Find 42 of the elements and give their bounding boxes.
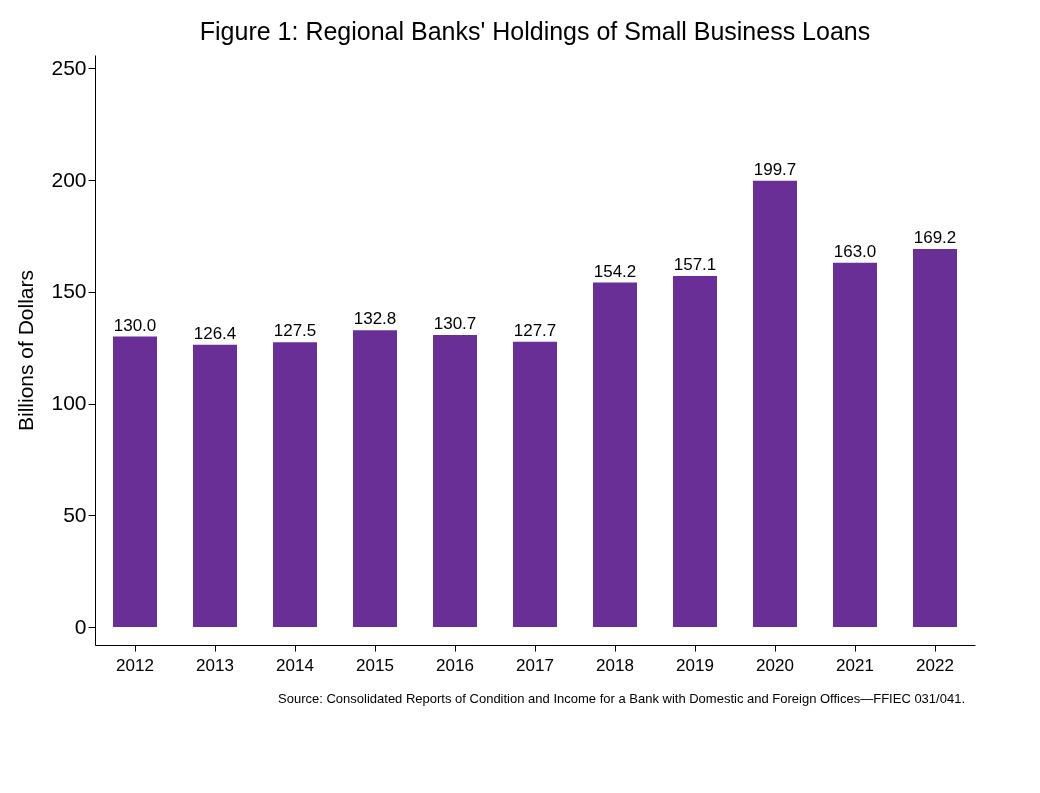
x-tick-label: 2012	[116, 655, 154, 675]
y-axis-title: Billions of Dollars	[14, 269, 38, 432]
y-tick-label: 100	[51, 391, 87, 415]
data-label: 157.1	[673, 255, 717, 275]
data-label: 163.0	[833, 241, 877, 261]
data-label: 154.2	[593, 261, 637, 281]
x-tick-label: 2018	[596, 655, 634, 675]
bar	[193, 344, 237, 628]
data-label: 130.7	[433, 314, 477, 334]
x-tick-label: 2020	[756, 655, 794, 675]
y-tick-label: 50	[63, 502, 87, 526]
bar	[113, 336, 157, 628]
data-label: 130.0	[113, 315, 157, 335]
data-label: 127.7	[513, 320, 557, 340]
bar	[273, 342, 317, 628]
x-tick-label: 2019	[676, 655, 714, 675]
data-label: 169.2	[913, 227, 957, 247]
y-tick-label: 0	[74, 614, 87, 638]
bar	[513, 341, 557, 628]
x-tick-label: 2021	[836, 655, 874, 675]
bar	[913, 248, 957, 628]
bar	[833, 262, 877, 628]
x-tick-label: 2015	[356, 655, 394, 675]
bar	[593, 282, 637, 628]
bar	[753, 180, 797, 628]
source-note: Source: Consolidated Reports of Condition and Income for a Bank with Domestic and Foreign Offices—FFIEC 031/041.	[278, 691, 965, 706]
bar	[673, 276, 717, 628]
bar	[353, 330, 397, 628]
data-label: 199.7	[753, 159, 797, 179]
data-label: 132.8	[353, 309, 397, 329]
y-tick-label: 200	[51, 167, 87, 191]
chart-title: Figure 1: Regional Banks' Holdings of Small Business Loans	[199, 17, 871, 45]
bar	[433, 335, 477, 628]
y-tick-label: 150	[51, 279, 87, 303]
x-tick-label: 2014	[276, 655, 314, 675]
data-label: 127.5	[273, 321, 317, 341]
y-tick-label: 250	[51, 55, 87, 79]
x-tick-label: 2022	[916, 655, 954, 675]
x-tick-label: 2016	[436, 655, 474, 675]
data-label: 126.4	[193, 323, 237, 343]
x-tick-label: 2017	[516, 655, 554, 675]
x-tick-label: 2013	[196, 655, 234, 675]
